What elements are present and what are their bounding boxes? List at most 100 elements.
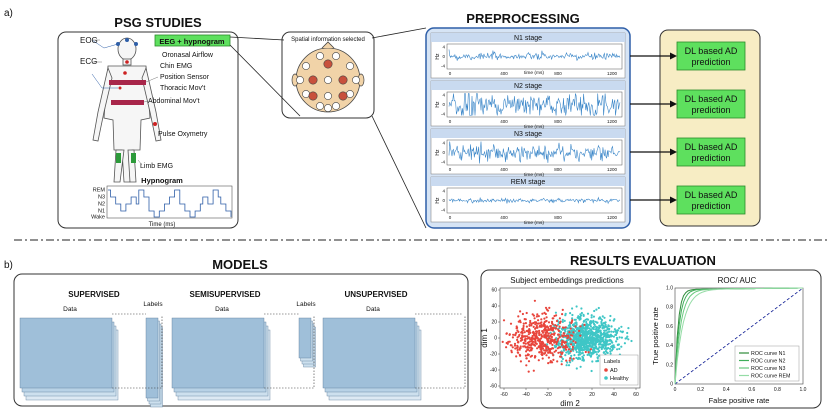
scatter-point-healthy xyxy=(583,319,586,322)
scatter-point-ad xyxy=(540,337,543,340)
scatter-point-ad xyxy=(540,321,543,324)
scatter-point-healthy xyxy=(573,347,576,350)
scatter-point-ad xyxy=(524,337,527,340)
scatter-point-ad xyxy=(516,351,519,354)
scatter-point-healthy xyxy=(593,331,596,335)
scatter-legend-ad: AD xyxy=(610,368,618,374)
scatter-point-ad xyxy=(533,337,536,340)
stage-0-ytick-0: 4 xyxy=(442,45,445,50)
scatter-point-healthy xyxy=(590,316,593,319)
scatter-point-healthy xyxy=(606,351,609,355)
scatter-point-ad xyxy=(539,325,543,328)
scatter-point-ad xyxy=(557,351,560,354)
electrode-unselected xyxy=(296,76,304,84)
scatter-point-ad xyxy=(553,350,556,353)
model-unsupervised-data-label: Data xyxy=(366,306,380,313)
stage-2-ytick-0: 4 xyxy=(442,141,445,146)
scatter-point-healthy xyxy=(603,329,607,332)
scatter-point-ad xyxy=(539,342,542,345)
scatter-point-healthy xyxy=(557,323,560,326)
scatter-point-healthy xyxy=(623,342,627,345)
scatter-point-ad xyxy=(521,335,524,338)
scatter-point-healthy xyxy=(582,338,585,341)
scatter-point-ad xyxy=(527,343,530,346)
scatter-ytick-4: -20 xyxy=(490,352,497,358)
scatter-point-ad xyxy=(543,336,546,339)
scatter-point-ad xyxy=(516,338,519,341)
scatter-point-healthy xyxy=(580,311,584,315)
scatter-point-healthy xyxy=(576,357,580,361)
stage-1-ytick-2: -4 xyxy=(441,112,445,117)
scatter-point-ad xyxy=(568,331,571,334)
scatter-point-ad xyxy=(532,369,535,372)
scatter-point-ad xyxy=(533,334,536,337)
scatter-point-healthy xyxy=(580,307,583,310)
scatter-point-ad xyxy=(537,319,540,322)
eeg-hypnogram-box xyxy=(154,34,231,47)
scatter-point-ad xyxy=(516,348,519,352)
scatter-point-healthy xyxy=(596,336,599,339)
scatter-point-healthy xyxy=(596,340,599,344)
model-supervised-data-label: Data xyxy=(63,306,77,313)
ecg-label: ECG xyxy=(80,57,97,66)
scatter-point-ad xyxy=(551,339,554,343)
scatter-point-healthy xyxy=(569,341,572,344)
scatter-point-ad xyxy=(559,346,562,349)
scatter-point-ad xyxy=(530,349,533,352)
scatter-point-healthy xyxy=(589,351,592,354)
stage-3-ytick-0: 4 xyxy=(442,189,445,194)
scatter-xtick-5: 40 xyxy=(611,392,617,398)
scatter-point-healthy xyxy=(565,339,569,342)
scatter-point-ad xyxy=(523,335,526,338)
model-unsupervised: UNSUPERVISED Data xyxy=(322,290,466,401)
scatter-xtick-4: 20 xyxy=(589,392,595,398)
signal-thoracic-movement: Thoracic Mov't xyxy=(160,85,205,92)
scatter-point-ad xyxy=(515,355,518,358)
scatter-point-ad xyxy=(557,333,560,336)
scatter-point-ad xyxy=(530,338,534,341)
scatter-point-ad xyxy=(548,335,551,338)
electrode-unselected xyxy=(324,76,332,84)
scatter-xtick-2: -20 xyxy=(544,392,551,398)
stage-title-2: N3 stage xyxy=(514,131,542,138)
scatter-point-ad xyxy=(589,348,593,351)
scatter-point-ad xyxy=(548,306,551,309)
roc-chance-line xyxy=(674,287,804,385)
scatter-title: Subject embeddings predictions xyxy=(510,276,623,285)
scatter-point-healthy xyxy=(626,335,629,338)
panel-label-b: b) xyxy=(4,260,13,271)
scatter-point-ad xyxy=(514,347,517,350)
scatter-point-ad xyxy=(538,333,541,337)
scatter-point-healthy xyxy=(616,348,619,351)
preprocessing-title: PREPROCESSING xyxy=(466,11,579,26)
scatter-point-healthy xyxy=(579,365,582,368)
scatter-point-ad xyxy=(569,357,572,360)
scatter-point-healthy xyxy=(615,336,619,339)
stage-3-xlabel: time (ms) xyxy=(524,220,544,226)
scatter-point-healthy xyxy=(592,338,595,341)
scatter-point-ad xyxy=(511,336,514,339)
signal-oronasal-airflow: Oronasal Airflow xyxy=(162,52,214,59)
scatter-point-ad xyxy=(561,308,564,311)
scatter-point-healthy xyxy=(601,326,604,330)
scatter-point-ad xyxy=(521,331,524,335)
scatter-point-healthy xyxy=(609,347,612,350)
scatter-point-ad xyxy=(519,310,522,313)
scatter-point-ad xyxy=(536,337,539,340)
scatter-point-healthy xyxy=(618,336,621,339)
scatter-point-healthy xyxy=(582,341,586,344)
scatter-point-ad xyxy=(558,325,561,328)
prediction-label-2-line1: DL based AD xyxy=(685,142,738,152)
scatter-point-healthy xyxy=(589,331,592,334)
scatter-point-ad xyxy=(558,321,562,325)
scatter-point-ad xyxy=(570,321,573,325)
scatter-point-healthy xyxy=(595,353,599,356)
scatter-point-ad xyxy=(564,334,567,338)
scatter-point-ad xyxy=(541,342,544,345)
scatter-point-ad xyxy=(545,347,548,350)
stage-2-ytick-1: 0 xyxy=(442,150,445,155)
scatter-point-ad xyxy=(552,317,555,320)
